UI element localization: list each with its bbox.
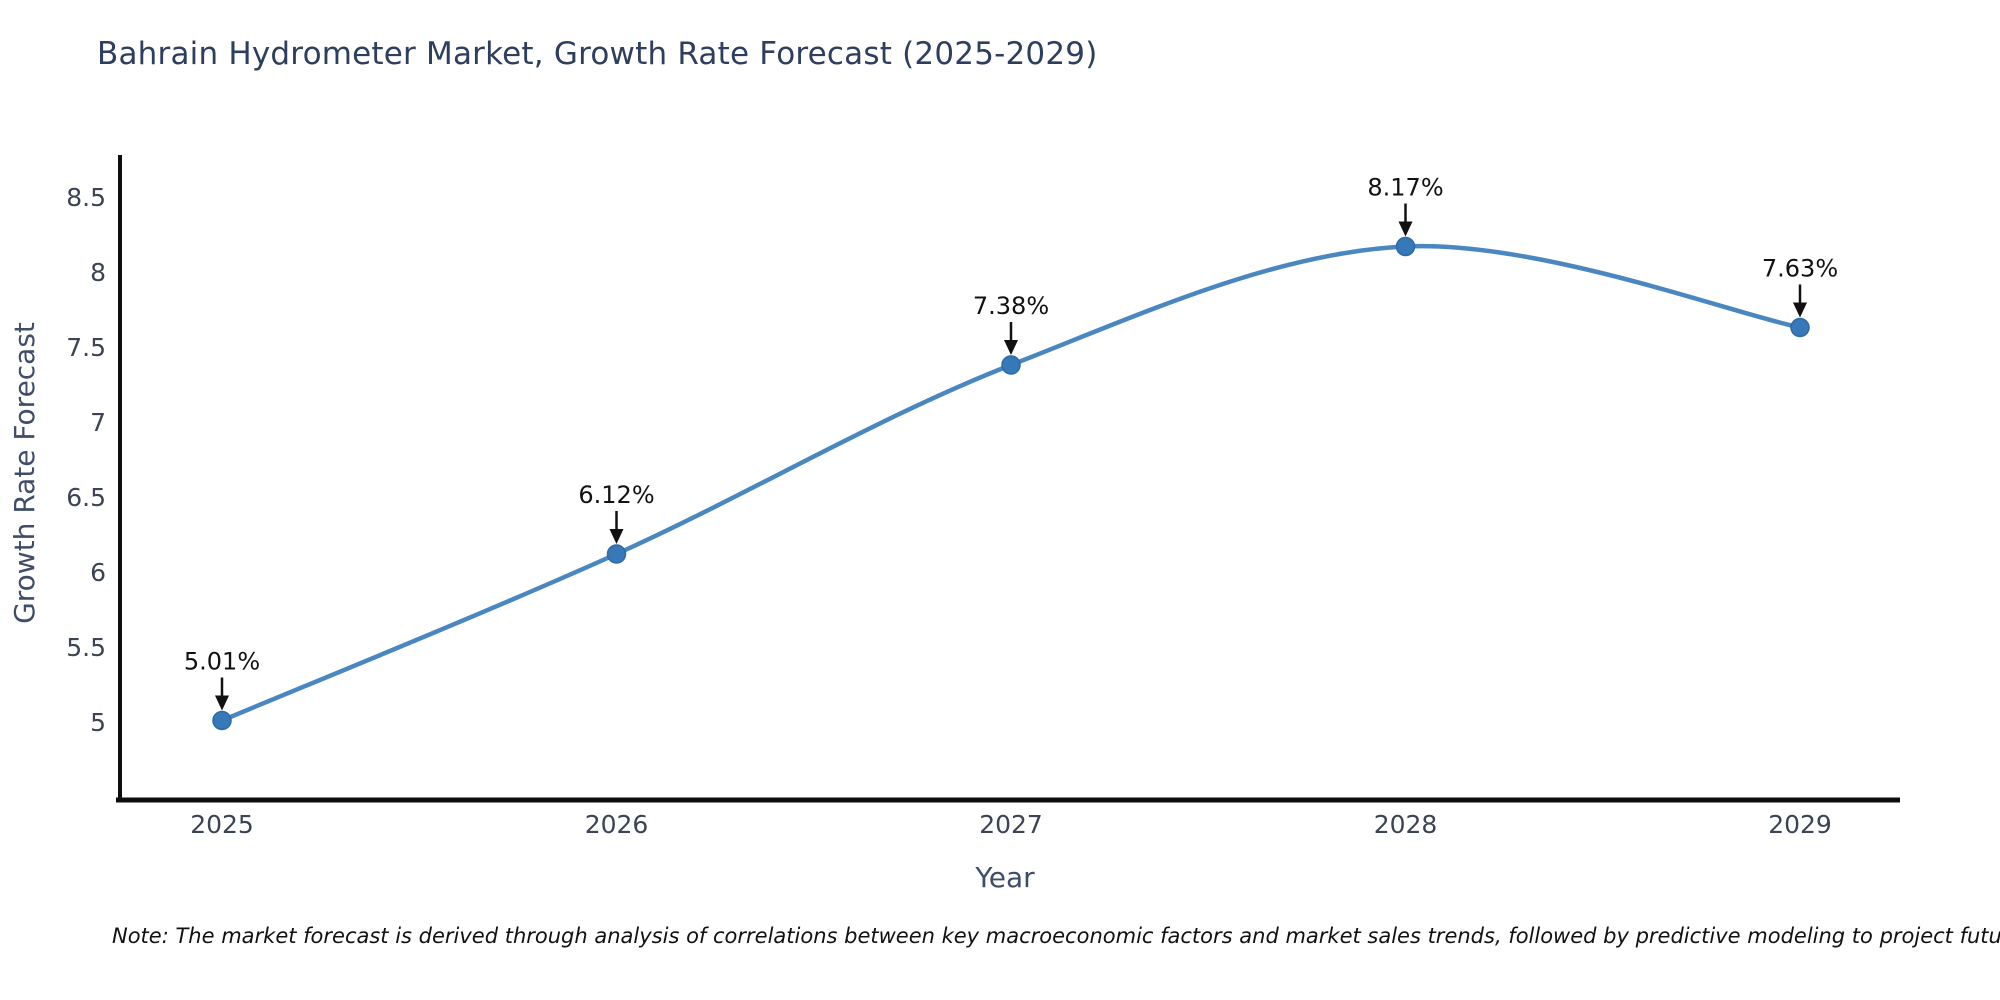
- point-value-label: 8.17%: [1367, 174, 1443, 202]
- x-tick-label: 2025: [190, 810, 254, 839]
- data-point-marker: [212, 710, 232, 731]
- data-point-marker: [606, 544, 627, 564]
- y-tick-label: 8.5: [66, 183, 106, 212]
- y-tick-label: 5: [90, 708, 106, 737]
- y-tick-label: 7: [90, 408, 106, 437]
- y-axis-label: Growth Rate Forecast: [8, 322, 41, 624]
- x-axis-label: Year: [975, 861, 1035, 894]
- data-point-marker: [1001, 355, 1021, 375]
- annotation-arrowhead-icon: [1793, 302, 1807, 318]
- annotation-arrowhead-icon: [609, 529, 624, 544]
- y-tick-label: 6: [90, 558, 106, 587]
- point-value-label: 5.01%: [184, 648, 260, 676]
- annotation-arrowhead-icon: [1398, 221, 1413, 237]
- data-point-marker: [1790, 317, 1810, 338]
- x-tick-label: 2029: [1768, 810, 1832, 839]
- point-value-label: 6.12%: [578, 481, 654, 509]
- y-tick-label: 5.5: [66, 633, 106, 662]
- point-value-label: 7.38%: [973, 292, 1049, 320]
- chart-title: Bahrain Hydrometer Market, Growth Rate F…: [97, 36, 1098, 72]
- annotation-arrowhead-icon: [215, 695, 229, 711]
- y-tick-label: 6.5: [66, 483, 106, 512]
- x-tick-label: 2028: [1374, 810, 1438, 839]
- data-point-marker: [1395, 236, 1416, 257]
- annotation-arrowhead-icon: [1004, 340, 1018, 355]
- footnote: Note: The market forecast is derived thr…: [112, 924, 2000, 948]
- y-tick-label: 7.5: [66, 333, 106, 362]
- x-tick-label: 2027: [979, 810, 1043, 839]
- point-value-label: 7.63%: [1762, 255, 1838, 283]
- y-tick-label: 8: [90, 258, 106, 287]
- x-tick-label: 2026: [585, 810, 649, 839]
